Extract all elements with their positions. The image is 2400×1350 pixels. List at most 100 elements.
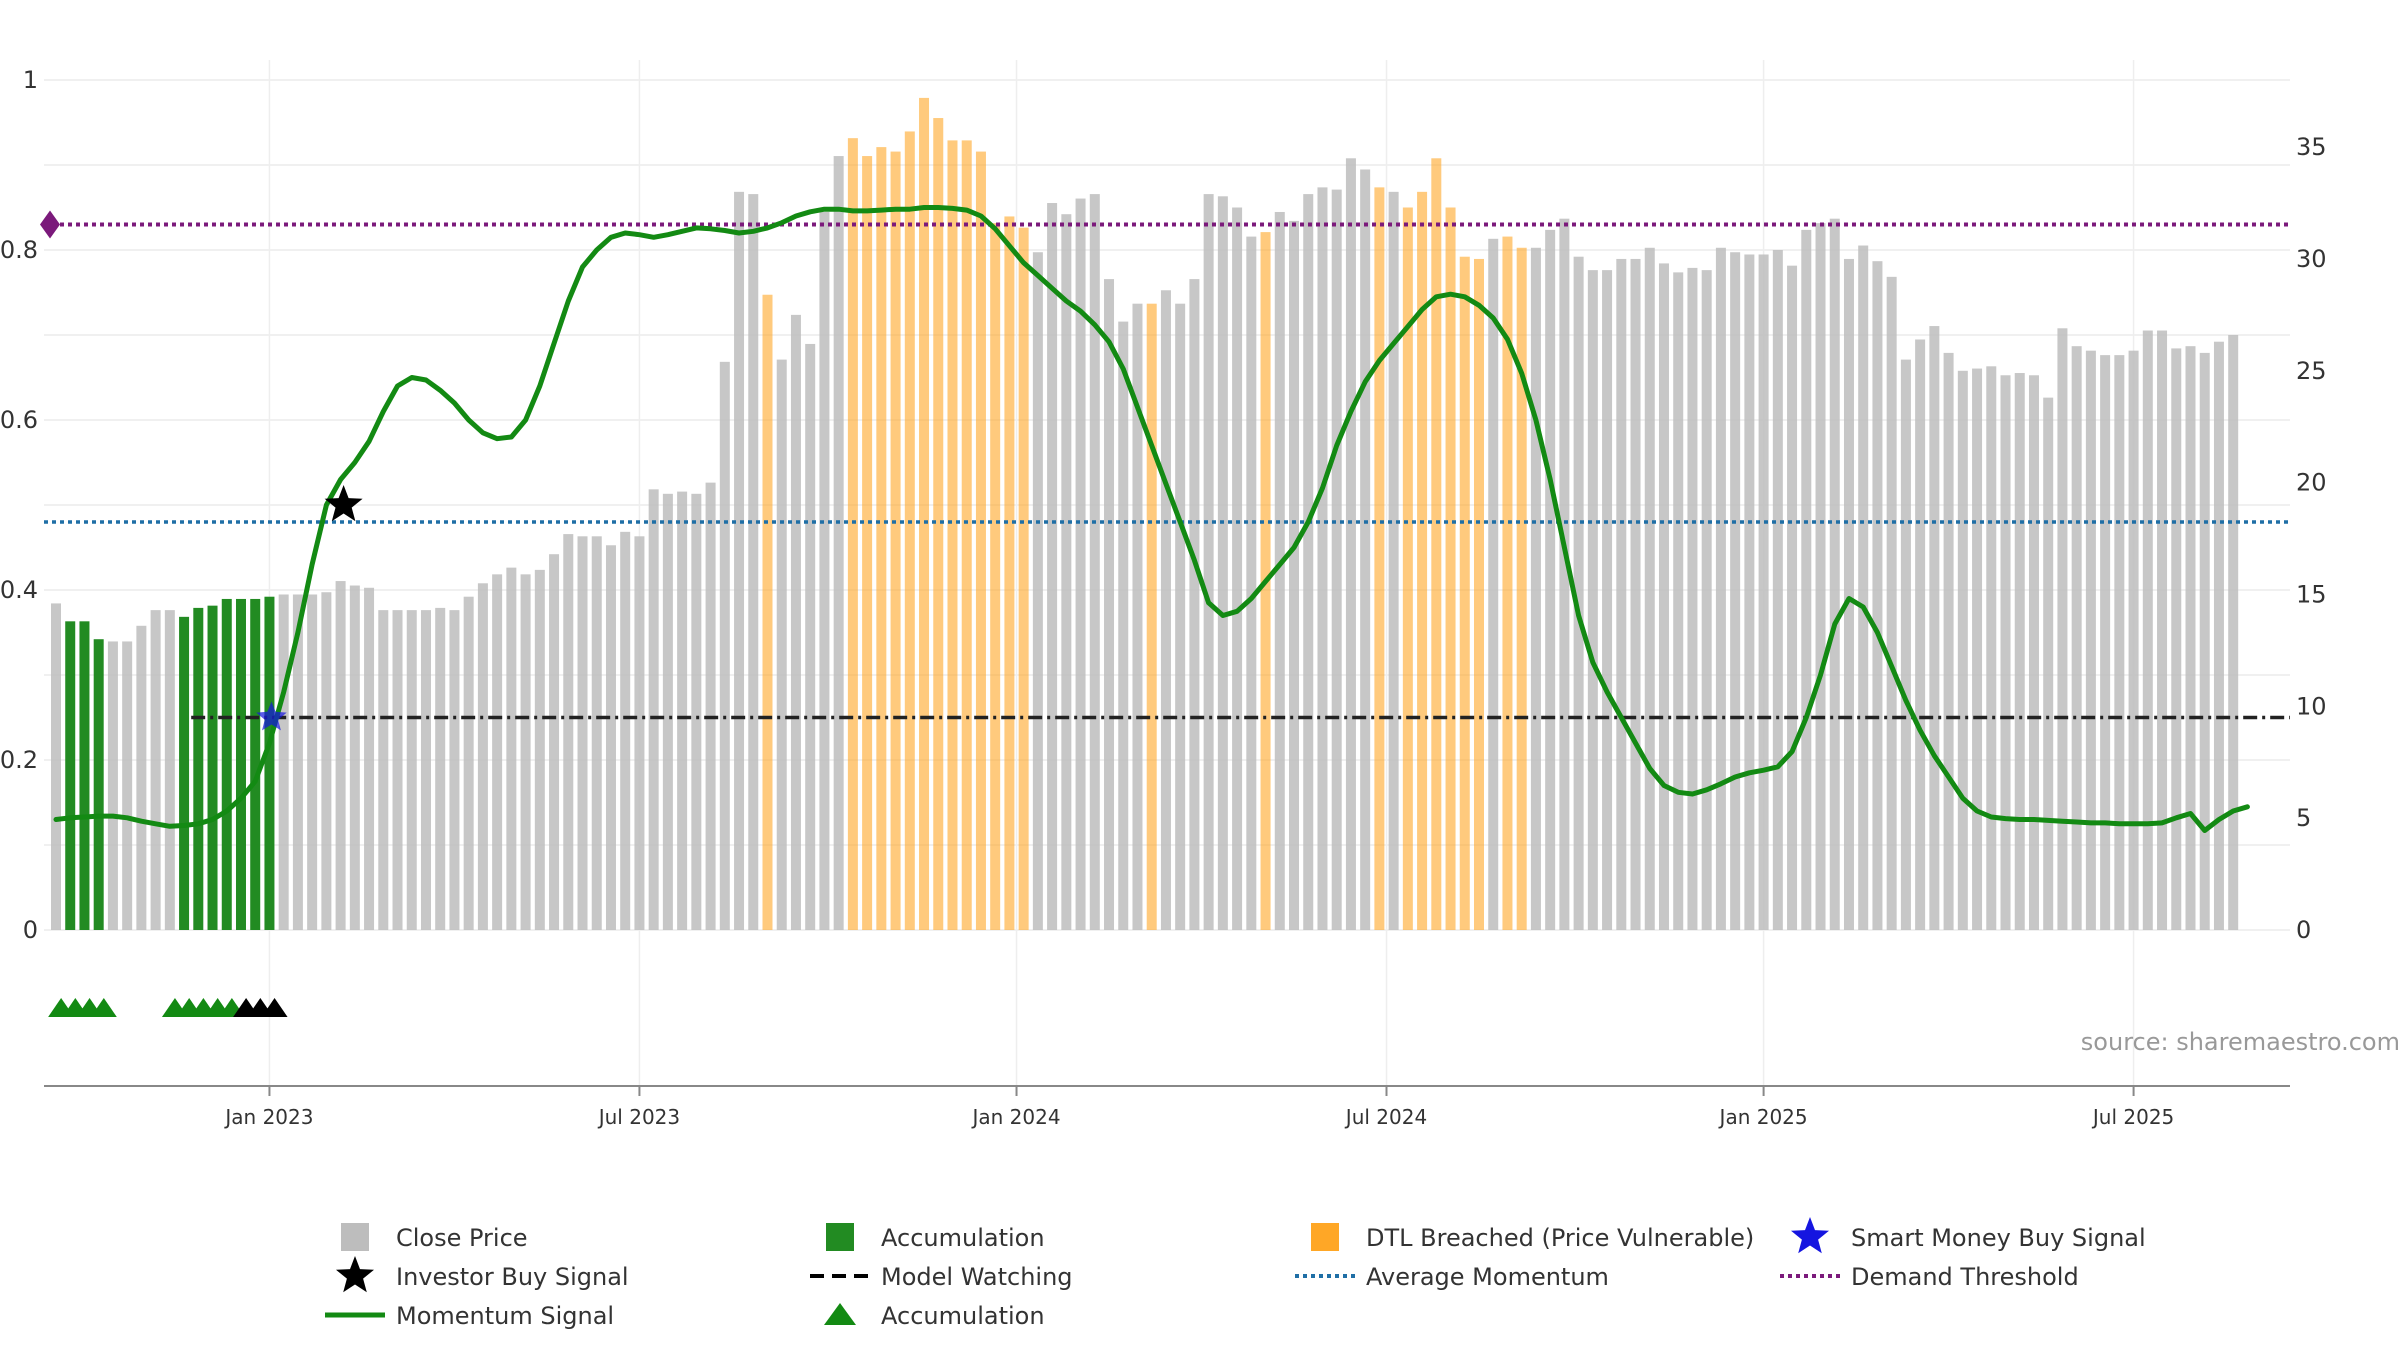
close-price-bar [734,191,745,930]
legend-item: Momentum Signal [325,1302,614,1330]
dtl-breached-bar [919,97,930,931]
close-price-bar [1203,194,1214,930]
dtl-breached-bar [961,140,972,931]
accumulation-bar [250,598,261,930]
x-tick-label: Jan 2023 [223,1105,313,1129]
left-axis-tick-label: 0.8 [0,236,38,264]
dtl-breached-bar [1502,236,1513,930]
dtl-breached-bar [1402,207,1413,930]
close-price-bar [1573,256,1584,930]
accumulation-bar [65,621,76,930]
close-price-bar [2043,397,2054,930]
close-price-bar [122,641,133,930]
close-price-bar [506,567,517,930]
close-price-bar [1331,189,1342,930]
close-price-bar [1274,211,1285,930]
close-price-bar [420,610,431,930]
investor-buy-star [324,485,363,522]
close-price-bar [2100,355,2111,930]
close-price-bar [776,359,787,931]
close-price-bar [2000,375,2011,930]
legend-item: Smart Money Buy Signal [1791,1217,2146,1254]
close-price-bar [335,581,346,930]
legend-item: Average Momentum [1295,1263,1609,1291]
legend-label: Model Watching [881,1263,1073,1291]
close-price-bar [1815,223,1826,930]
close-price-bar [2085,350,2096,930]
legend-swatch [341,1223,369,1251]
right-axis-tick-label: 5 [2296,804,2311,832]
close-price-bar [150,610,161,930]
close-price-bar [1900,359,1911,931]
close-price-bar [2171,348,2182,931]
close-price-bar [1943,352,1954,930]
left-axis-tick-label: 0.6 [0,406,38,434]
legend-item: Model Watching [810,1263,1073,1291]
close-price-bar [449,610,460,930]
close-price-bar [2199,352,2210,930]
close-price-bar [1957,370,1968,931]
accumulation-bar [207,605,218,930]
close-price-bar [1075,198,1086,931]
close-price-bar [1217,196,1228,930]
right-axis-tick-label: 15 [2296,580,2327,608]
legend-label: Momentum Signal [396,1302,614,1330]
legend-star-icon [1791,1217,1829,1254]
legend-item: Accumulation [826,1223,1045,1252]
close-price-bar [463,596,474,930]
close-price-bar [819,211,830,930]
close-price-bar [719,361,730,930]
close-price-bar [2057,328,2068,931]
close-price-bar [1559,218,1570,930]
close-price-bar [1289,220,1300,931]
dtl-breached-bar [1417,191,1428,930]
dtl-breached-bar [876,147,887,930]
close-price-bar [1730,252,1741,931]
close-price-bar [1587,270,1598,930]
accumulation-bar [221,598,232,930]
close-price-bar [662,493,673,930]
dtl-breached-bar [1018,227,1029,930]
close-price-bar [1360,169,1371,930]
close-price-bar [563,534,574,930]
close-price-bar [2185,346,2196,930]
close-price-bar [805,343,816,930]
legend-swatch [1311,1223,1339,1251]
source-label: source: sharemaestro.com [2081,1028,2400,1056]
close-price-bar [1545,229,1556,931]
close-price-bar [107,641,118,930]
dtl-breached-bar [1146,303,1157,930]
legend-label: Investor Buy Signal [396,1263,629,1291]
dtl-breached-bar [847,138,858,930]
accumulation-bar [235,598,246,930]
legend-label: Accumulation [881,1302,1045,1330]
close-price-bar [2213,341,2224,930]
demand-threshold-diamond [40,210,60,239]
legend-label: Accumulation [881,1224,1045,1252]
close-price-bar [2157,330,2168,930]
left-axis-tick-label: 0 [23,916,38,944]
close-price-bar [321,592,332,930]
close-price-bar [1246,236,1257,930]
legend-item: DTL Breached (Price Vulnerable) [1311,1223,1754,1252]
dtl-breached-bar [947,140,958,931]
legend-label: Close Price [396,1224,528,1252]
legend-label: Demand Threshold [1851,1263,2079,1291]
model-watching-triangle [261,998,288,1017]
close-price-bar [1388,191,1399,930]
legend-item: Demand Threshold [1780,1263,2079,1291]
right-axis-tick-label: 20 [2296,469,2327,497]
close-price-bar [1801,229,1812,931]
left-axis-tick-label: 0.2 [0,746,38,774]
x-tick-label: Jan 2024 [970,1105,1060,1129]
dtl-breached-bar [1516,247,1527,930]
left-axis-tick-label: 0.4 [0,576,38,604]
close-price-bar [2071,346,2082,930]
close-price-bar [492,574,503,930]
close-price-bar [833,156,844,931]
dtl-breached-bar [1431,158,1442,930]
close-price-bar [634,536,645,930]
dtl-breached-bar [990,223,1001,930]
close-price-bar [1787,265,1798,930]
